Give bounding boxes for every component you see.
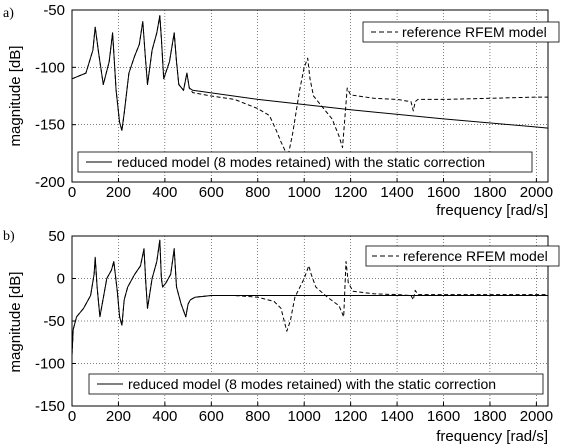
panel-a-x-tick-label: 0 bbox=[68, 184, 76, 201]
panel-b-x-tick-label: 600 bbox=[199, 408, 224, 425]
panel-a-x-tick-label: 400 bbox=[152, 184, 177, 201]
panel-b-y-tick-label: -150 bbox=[35, 398, 65, 415]
panel-a-y-tick-label: -50 bbox=[43, 2, 65, 19]
panel-b-xlabel: frequency [rad/s] bbox=[436, 428, 548, 445]
panel-b-label: b) bbox=[3, 229, 15, 244]
panel-b: b) magnitude [dB] frequency [rad/s] refe… bbox=[3, 228, 560, 445]
panel-b-legend-top-box bbox=[365, 245, 560, 267]
panel-a-x-tick-label: 1200 bbox=[334, 184, 367, 201]
panel-a-legend-top-text: reference RFEM model bbox=[402, 24, 547, 40]
panel-a-x-tick-label: 2000 bbox=[520, 184, 553, 201]
panel-a-legend-bottom-box bbox=[77, 151, 533, 173]
panel-a-label: a) bbox=[3, 6, 14, 21]
panel-b-series-reduced bbox=[71, 239, 548, 356]
panel-b-y-tick-label: -100 bbox=[35, 356, 65, 373]
panel-b-legend-top-text: reference RFEM model bbox=[403, 248, 548, 264]
panel-b-legend-bottom-box bbox=[88, 373, 544, 395]
panel-a-series-reduced bbox=[71, 15, 549, 131]
panel-b-x-tick-label: 1600 bbox=[427, 408, 460, 425]
panel-b-y-tick-label: -50 bbox=[43, 313, 65, 330]
panel-a-x-tick-label: 200 bbox=[106, 184, 131, 201]
panel-a: a) magnitude [dB] frequency [rad/s] refe… bbox=[3, 2, 560, 219]
panel-a-series-reference bbox=[71, 15, 548, 158]
panel-a-x-tick-label: 1600 bbox=[427, 184, 460, 201]
panel-b-y-tick-label: 50 bbox=[48, 228, 65, 245]
panel-b-ylabel: magnitude [dB] bbox=[7, 272, 24, 373]
panel-b-x-tick-label: 1200 bbox=[334, 408, 367, 425]
panel-b-x-tick-label: 200 bbox=[106, 408, 131, 425]
panel-b-y-tick-label: 0 bbox=[57, 271, 65, 288]
panel-b-x-tick-label: 0 bbox=[68, 408, 76, 425]
panel-a-x-tick-label: 1000 bbox=[288, 184, 321, 201]
panel-a-ylabel: magnitude [dB] bbox=[7, 46, 24, 147]
panel-a-x-tick-label: 800 bbox=[245, 184, 270, 201]
panel-a-y-tick-label: -200 bbox=[35, 174, 65, 191]
panel-a-x-tick-label: 1800 bbox=[473, 184, 506, 201]
panel-b-x-tick-label: 2000 bbox=[520, 408, 553, 425]
panel-a-legend-bottom-text: reduced model (8 modes retained) with th… bbox=[117, 154, 485, 170]
panel-a-y-tick-label: -150 bbox=[35, 117, 65, 134]
panel-a-xlabel: frequency [rad/s] bbox=[436, 202, 548, 219]
panel-b-legend-bottom-text: reduced model (8 modes retained) with th… bbox=[128, 376, 496, 392]
panel-a-axes-frame bbox=[71, 9, 549, 183]
panel-a-legend-top-box bbox=[362, 21, 560, 43]
panel-a-x-tick-label: 600 bbox=[199, 184, 224, 201]
panel-b-x-tick-label: 400 bbox=[152, 408, 177, 425]
panel-b-x-tick-label: 1800 bbox=[473, 408, 506, 425]
panel-a-x-tick-label: 1400 bbox=[380, 184, 413, 201]
panel-b-x-tick-label: 1000 bbox=[288, 408, 321, 425]
panel-b-x-tick-label: 800 bbox=[245, 408, 270, 425]
panel-b-x-tick-label: 1400 bbox=[380, 408, 413, 425]
panel-a-y-tick-label: -100 bbox=[35, 59, 65, 76]
